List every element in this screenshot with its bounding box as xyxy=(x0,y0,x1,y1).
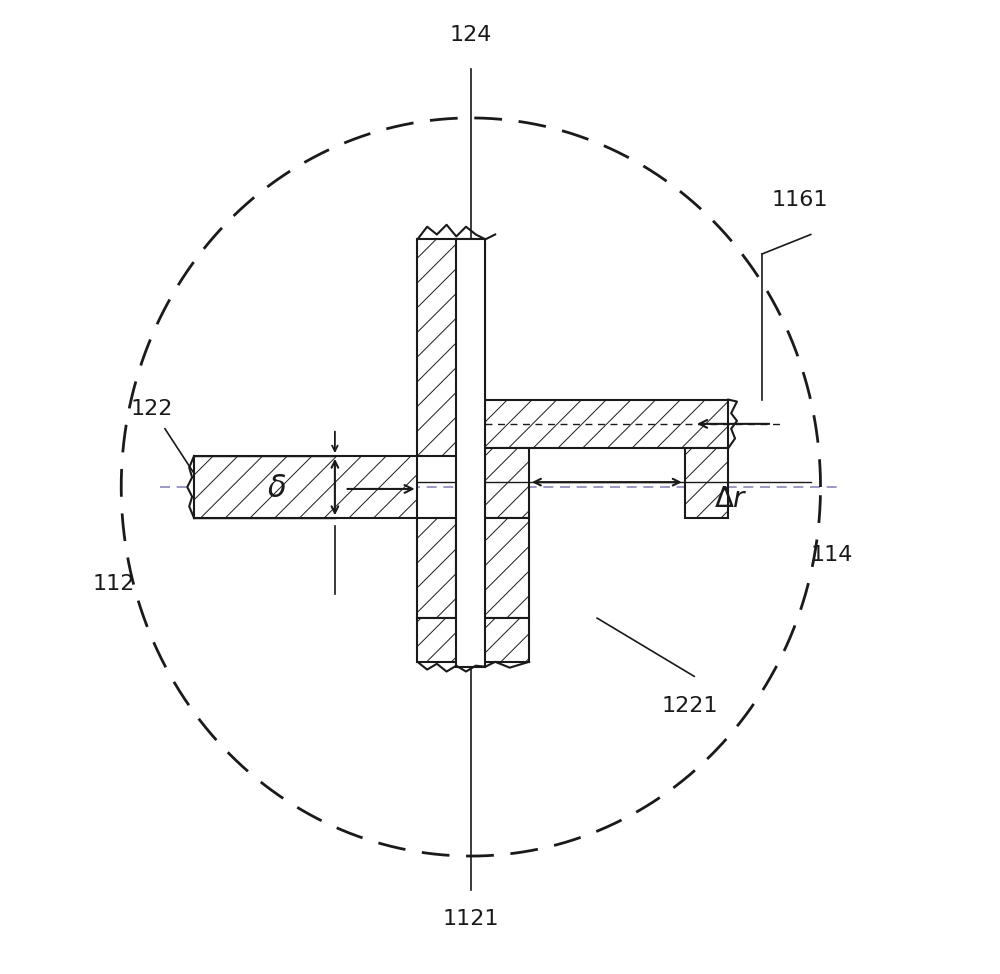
Polygon shape xyxy=(194,456,417,518)
Polygon shape xyxy=(485,399,728,448)
Text: $\delta$: $\delta$ xyxy=(267,473,286,505)
Text: 112: 112 xyxy=(92,574,134,594)
Text: 122: 122 xyxy=(131,399,173,419)
Text: $\Delta r$: $\Delta r$ xyxy=(714,486,747,513)
Polygon shape xyxy=(685,448,728,518)
Polygon shape xyxy=(485,448,529,518)
Text: 114: 114 xyxy=(811,545,853,565)
Text: 124: 124 xyxy=(450,25,492,45)
Text: 1221: 1221 xyxy=(661,695,718,716)
Text: 1121: 1121 xyxy=(443,910,499,929)
Bar xyxy=(456,240,485,666)
Polygon shape xyxy=(417,518,456,618)
Polygon shape xyxy=(417,618,529,661)
Polygon shape xyxy=(485,518,529,618)
Polygon shape xyxy=(417,240,485,456)
Text: 1161: 1161 xyxy=(772,190,828,210)
